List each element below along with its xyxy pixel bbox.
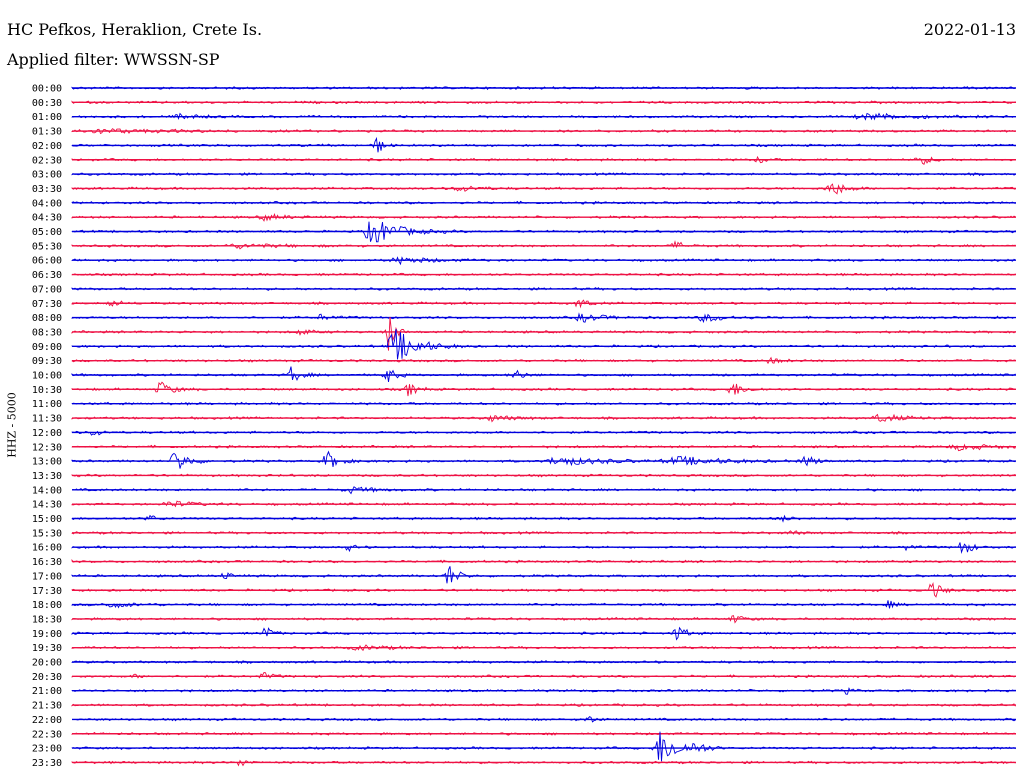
time-tick-label: 00:00 xyxy=(32,84,62,95)
time-tick-label: 07:00 xyxy=(32,284,62,295)
time-tick-label: 01:30 xyxy=(32,127,62,138)
time-tick-label: 05:00 xyxy=(32,227,62,238)
seismic-trace xyxy=(71,443,1016,452)
time-tick-label: 02:30 xyxy=(32,155,62,166)
time-tick-label: 01:00 xyxy=(32,112,62,123)
time-tick-label: 11:30 xyxy=(32,414,62,425)
time-tick-label: 16:30 xyxy=(32,557,62,568)
seismic-trace xyxy=(71,155,1016,165)
time-tick-label: 12:00 xyxy=(32,428,62,439)
seismic-trace xyxy=(71,731,1016,762)
time-tick-label: 18:00 xyxy=(32,600,62,611)
time-tick-label: 13:30 xyxy=(32,471,62,482)
time-tick-label: 23:00 xyxy=(32,744,62,755)
seismic-trace xyxy=(71,328,1016,360)
time-tick-label: 06:00 xyxy=(32,256,62,267)
time-tick-label: 21:00 xyxy=(32,686,62,697)
time-tick-label: 18:30 xyxy=(32,614,62,625)
time-tick-label: 19:30 xyxy=(32,643,62,654)
time-tick-label: 23:30 xyxy=(32,758,62,769)
time-tick-label: 12:30 xyxy=(32,442,62,453)
seismic-trace xyxy=(71,566,1016,584)
time-tick-label: 11:00 xyxy=(32,399,62,410)
time-tick-label: 00:30 xyxy=(32,98,62,109)
time-tick-label: 05:30 xyxy=(32,241,62,252)
time-tick-label: 15:30 xyxy=(32,528,62,539)
time-tick-label: 13:00 xyxy=(32,457,62,468)
time-tick-label: 17:30 xyxy=(32,586,62,597)
station-title: HC Pefkos, Heraklion, Crete Is. xyxy=(7,20,263,39)
seismic-trace xyxy=(71,366,1016,382)
filter-label: Applied filter: WWSSN-SP xyxy=(7,50,220,69)
time-tick-label: 06:30 xyxy=(32,270,62,281)
time-tick-label: 09:00 xyxy=(32,342,62,353)
time-tick-label: 03:00 xyxy=(32,170,62,181)
time-tick-label: 02:00 xyxy=(32,141,62,152)
time-tick-label: 22:00 xyxy=(32,715,62,726)
time-tick-label: 08:30 xyxy=(32,327,62,338)
time-tick-label: 16:00 xyxy=(32,543,62,554)
seismic-trace xyxy=(71,450,1016,469)
time-tick-label: 22:30 xyxy=(32,729,62,740)
time-tick-label: 04:30 xyxy=(32,213,62,224)
time-tick-label: 09:30 xyxy=(32,356,62,367)
time-tick-label: 10:30 xyxy=(32,385,62,396)
time-tick-label: 03:30 xyxy=(32,184,62,195)
time-tick-label: 14:00 xyxy=(32,485,62,496)
time-tick-label: 04:00 xyxy=(32,198,62,209)
time-tick-label: 10:00 xyxy=(32,371,62,382)
time-tick-label: 15:00 xyxy=(32,514,62,525)
time-tick-label: 21:30 xyxy=(32,701,62,712)
date-label: 2022-01-13 xyxy=(923,20,1016,39)
time-tick-label: 20:30 xyxy=(32,672,62,683)
time-tick-label: 20:00 xyxy=(32,658,62,669)
time-tick-label: 14:30 xyxy=(32,500,62,511)
time-tick-label: 07:30 xyxy=(32,299,62,310)
time-tick-label: 17:00 xyxy=(32,571,62,582)
time-tick-label: 08:00 xyxy=(32,313,62,324)
time-tick-label: 19:00 xyxy=(32,629,62,640)
